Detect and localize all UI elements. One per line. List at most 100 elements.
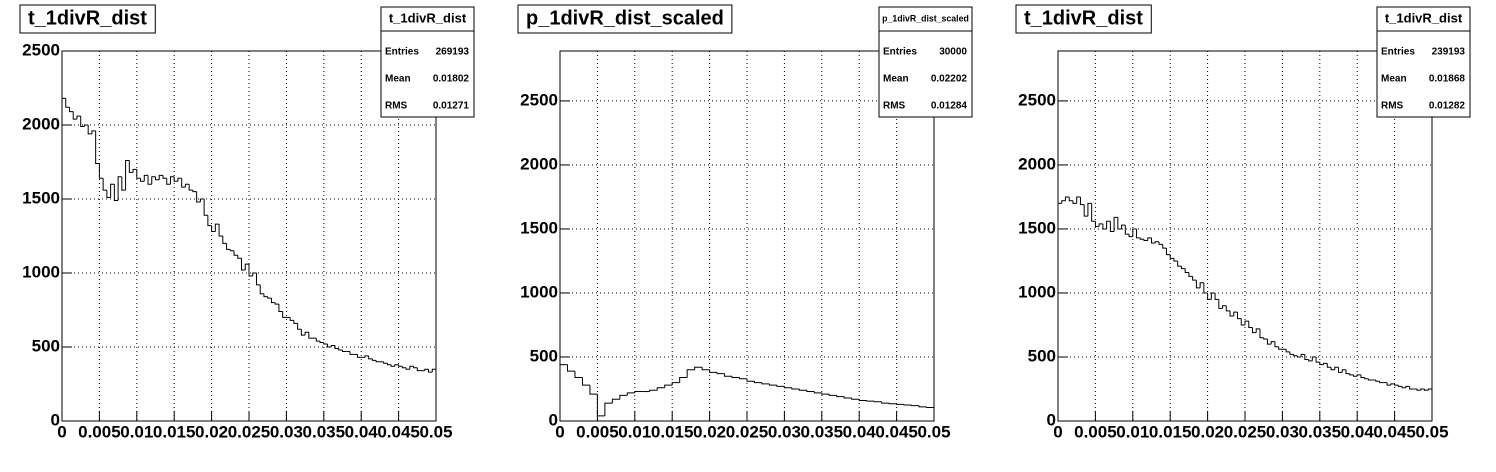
- histogram-bin: [1199, 282, 1204, 288]
- histogram-bin: [1136, 228, 1141, 239]
- histogram-bin: [903, 404, 912, 406]
- x-tick-label: 0: [1053, 422, 1062, 441]
- stats-value: 0.01271: [433, 101, 470, 112]
- histogram-bin: [604, 402, 613, 416]
- histogram-bin: [724, 373, 733, 377]
- histogram-bin: [132, 168, 137, 173]
- stats-value: 0.01284: [931, 101, 968, 112]
- histogram-bin: [181, 178, 186, 188]
- histogram-bin: [1147, 237, 1152, 241]
- histogram-bin: [1143, 239, 1148, 241]
- histogram-bin: [1162, 244, 1167, 249]
- histogram-bin: [282, 311, 287, 318]
- histogram-bin: [368, 355, 373, 360]
- stats-value: 0.01802: [433, 74, 470, 85]
- histogram-bin: [731, 376, 740, 378]
- histogram-bin: [1293, 354, 1298, 357]
- histogram-bin: [1244, 320, 1249, 325]
- histogram-bin: [383, 361, 388, 364]
- stats-value: 30000: [939, 47, 967, 58]
- y-tick-label: 500: [32, 336, 60, 355]
- histogram-bin: [155, 176, 160, 181]
- histogram-bin: [1240, 318, 1245, 326]
- y-tick-label: 1000: [22, 262, 60, 281]
- histogram-bin: [244, 263, 249, 271]
- histogram-bin: [1364, 377, 1369, 380]
- histogram-bin: [95, 130, 100, 164]
- histogram-bin: [65, 98, 70, 108]
- y-tick-label: 1000: [520, 282, 558, 301]
- histogram-bin: [866, 400, 875, 402]
- histogram-bin: [798, 388, 807, 391]
- histogram-bin: [1259, 328, 1264, 339]
- histogram-bin: [327, 344, 332, 348]
- y-tick-label: 1500: [1018, 218, 1056, 237]
- histogram-bin: [1188, 272, 1193, 277]
- stats-label: Mean: [1381, 74, 1407, 85]
- stats-title: p_1divR_dist_scaled: [882, 13, 969, 23]
- histogram-bin: [1326, 363, 1332, 368]
- histogram-bin: [911, 404, 920, 407]
- histogram-bin: [342, 349, 347, 352]
- histogram-bin: [431, 368, 436, 373]
- histogram-bin: [768, 383, 777, 386]
- histogram-bin: [858, 399, 867, 402]
- histogram-bin: [1263, 337, 1268, 340]
- histogram-bin: [918, 405, 927, 408]
- histogram-bin: [634, 391, 643, 393]
- x-tick-label: 0.005: [1074, 422, 1117, 441]
- histogram-bin: [1274, 341, 1279, 348]
- histogram-bin: [241, 258, 246, 271]
- x-tick-label: 0.03: [270, 422, 303, 441]
- x-tick-label: 0.045: [875, 422, 918, 441]
- histogram-bin: [1330, 367, 1335, 371]
- chart-title: p_1divR_dist_scaled: [526, 7, 724, 29]
- histogram-bin: [1173, 258, 1178, 262]
- histogram-bin: [1102, 223, 1107, 230]
- histogram-bin: [1367, 378, 1373, 381]
- histogram-bin: [1106, 220, 1111, 229]
- histogram-bin: [349, 351, 354, 355]
- histogram-bin: [1203, 282, 1208, 294]
- histogram-bin: [1255, 328, 1260, 333]
- y-tick-label: 2500: [22, 40, 60, 59]
- histogram-bin: [263, 293, 268, 298]
- histogram-bin: [1214, 292, 1219, 300]
- histogram-bin: [1087, 202, 1092, 217]
- x-tick-label: 0.03: [768, 422, 801, 441]
- histogram-bin: [896, 403, 905, 405]
- histogram-bin: [1270, 341, 1275, 345]
- histogram-bin: [315, 338, 321, 342]
- histogram-bin: [390, 364, 395, 367]
- histogram-bin: [87, 125, 92, 135]
- histogram-bin: [1323, 362, 1328, 365]
- title-box: [1015, 4, 1152, 34]
- histogram-bin: [237, 255, 242, 259]
- histogram-bin: [873, 401, 882, 403]
- histogram-bin: [334, 345, 339, 349]
- histogram-bin: [626, 392, 635, 396]
- histogram-bin: [574, 371, 583, 378]
- histogram-bin: [196, 191, 201, 203]
- histogram-bin: [1177, 260, 1182, 267]
- histogram-bin: [1311, 356, 1317, 361]
- histogram-bin: [1248, 321, 1253, 329]
- histogram-bin: [1180, 266, 1186, 270]
- histogram-bin: [80, 116, 85, 127]
- histogram-bin: [1386, 382, 1391, 386]
- histogram-bin: [428, 369, 433, 373]
- histogram-bin: [1098, 223, 1103, 227]
- histogram-bin: [1308, 359, 1313, 362]
- histogram-bin: [1409, 386, 1414, 390]
- histogram-bin: [761, 382, 770, 385]
- histogram-bin: [1192, 276, 1197, 281]
- stats-value: 0.01868: [1429, 74, 1466, 85]
- histogram-bin: [709, 369, 718, 373]
- histogram-bin: [813, 391, 822, 394]
- histogram-bin: [1151, 237, 1156, 244]
- x-tick-label: 0.035: [303, 422, 346, 441]
- histogram-bin: [664, 384, 673, 388]
- histogram-bin: [1094, 221, 1100, 227]
